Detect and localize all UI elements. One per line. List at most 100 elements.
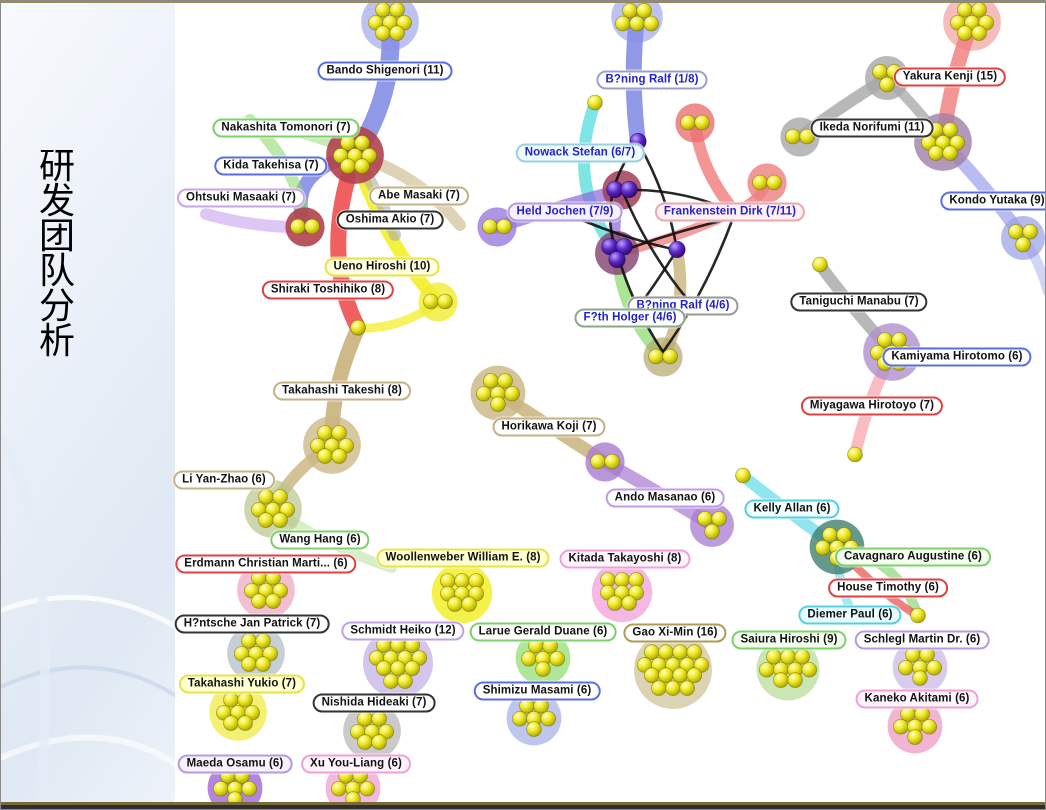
publication-cluster[interactable]	[367, 3, 413, 41]
publication-cluster[interactable]	[680, 114, 710, 131]
publication-cluster[interactable]	[439, 573, 485, 612]
author-label[interactable]: Ueno Hiroshi (10)	[324, 257, 440, 277]
publication-cluster[interactable]	[587, 94, 603, 111]
publication-cluster[interactable]	[216, 692, 261, 731]
author-label[interactable]: Kaneko Akitami (6)	[855, 689, 979, 709]
author-label[interactable]: Gao Xi-Min (16)	[623, 623, 727, 643]
author-label[interactable]: Nakashita Tomonori (7)	[212, 118, 360, 138]
publication-sphere	[255, 633, 271, 649]
author-label[interactable]: Saiura Hiroshi (9)	[731, 630, 847, 650]
author-label[interactable]: Wang Hang (6)	[270, 530, 370, 550]
author-label[interactable]: Frankenstein Dirk (7/11)	[654, 202, 806, 222]
publication-cluster[interactable]	[350, 319, 366, 336]
author-label[interactable]: Xu You-Liang (6)	[301, 754, 411, 774]
author-label[interactable]: Kelly Allan (6)	[744, 499, 840, 519]
author-label[interactable]: House Timothy (6)	[828, 578, 948, 598]
author-label[interactable]: Yakura Kenji (15)	[893, 67, 1007, 87]
publication-cluster[interactable]	[332, 135, 378, 174]
publication-cluster[interactable]	[423, 293, 453, 310]
author-label[interactable]: Nishida Hideaki (7)	[312, 693, 436, 713]
author-label[interactable]: Kitada Takayoshi (8)	[559, 549, 691, 569]
publication-cluster[interactable]	[309, 425, 355, 464]
author-label[interactable]: Oshima Akio (7)	[336, 210, 444, 230]
publication-sphere	[905, 647, 921, 663]
publication-cluster[interactable]	[735, 467, 751, 484]
author-label[interactable]: Ohtsuki Masaaki (7)	[177, 188, 305, 208]
author-label[interactable]: B?ning Ralf (1/8)	[596, 70, 708, 90]
publication-cluster[interactable]	[785, 128, 815, 145]
publication-sphere	[390, 660, 406, 677]
publication-cluster[interactable]	[520, 638, 565, 677]
author-label[interactable]: Diemer Paul (6)	[798, 605, 902, 625]
publication-cluster[interactable]	[847, 446, 863, 463]
publication-sphere	[258, 512, 274, 528]
author-label[interactable]: Kondo Yutaka (9)	[940, 191, 1046, 211]
author-label[interactable]: Woollenweber William E. (8)	[376, 548, 550, 568]
author-label[interactable]: Schlegl Martin Dr. (6)	[854, 630, 990, 650]
author-label[interactable]: Horikawa Koji (7)	[492, 417, 606, 437]
publication-cluster[interactable]	[234, 633, 279, 672]
author-label[interactable]: Held Jochen (7/9)	[507, 202, 623, 222]
publication-cluster[interactable]	[752, 174, 782, 191]
publication-cluster[interactable]	[511, 698, 556, 737]
publication-cluster[interactable]	[920, 122, 965, 161]
publication-cluster[interactable]	[590, 453, 620, 470]
publication-cluster[interactable]	[697, 510, 727, 540]
publication-cluster[interactable]	[244, 570, 289, 609]
publication-sphere	[223, 715, 239, 731]
author-label[interactable]: Schmidt Heiko (12)	[341, 621, 465, 641]
publication-cluster[interactable]	[648, 348, 678, 365]
author-label[interactable]: Shimizu Masami (6)	[473, 681, 601, 701]
author-label[interactable]: Abe Masaki (7)	[369, 186, 469, 206]
author-label[interactable]: Cavagnaro Augustine (6)	[835, 547, 991, 567]
author-label[interactable]: Shiraki Toshihiko (8)	[261, 280, 395, 300]
publication-cluster[interactable]	[368, 637, 428, 689]
publication-cluster[interactable]	[949, 3, 994, 41]
publication-cluster[interactable]	[606, 180, 638, 199]
publication-cluster[interactable]	[290, 218, 320, 235]
author-label[interactable]: Erdmann Christian Marti... (6)	[175, 554, 357, 574]
author-label[interactable]: Kida Takehisa (7)	[214, 156, 328, 176]
publication-cluster[interactable]	[349, 711, 395, 750]
publication-cluster[interactable]	[910, 607, 926, 624]
publication-sphere	[357, 734, 373, 750]
author-label[interactable]: H?ntsche Jan Patrick (7)	[174, 614, 330, 634]
publication-cluster[interactable]	[250, 489, 296, 528]
publication-sphere	[636, 3, 652, 19]
author-label[interactable]: Takahashi Takeshi (8)	[273, 381, 411, 401]
publication-sphere	[650, 680, 667, 696]
author-label[interactable]: Ando Masanao (6)	[605, 488, 725, 508]
publication-cluster[interactable]	[812, 256, 828, 273]
author-label[interactable]: Maeda Osamu (6)	[177, 754, 293, 774]
author-label[interactable]: Taniguchi Manabu (7)	[790, 292, 928, 312]
author-label[interactable]: Nowack Stefan (6/7)	[515, 143, 645, 163]
author-label[interactable]: Miyagawa Hirotoyo (7)	[800, 396, 944, 416]
publication-cluster[interactable]	[482, 218, 512, 235]
network-visualization-canvas[interactable]: Bando Shigenori (11) Nakashita Tomonori (…	[173, 3, 1046, 802]
publication-sphere	[822, 527, 838, 543]
publication-cluster[interactable]	[475, 373, 521, 412]
publication-cluster[interactable]	[601, 238, 633, 269]
author-label[interactable]: Ikeda Norifumi (11)	[810, 118, 934, 138]
publication-cluster[interactable]	[614, 3, 659, 32]
publication-cluster[interactable]	[758, 649, 818, 688]
author-label[interactable]: Kamiyama Hirotomo (6)	[882, 347, 1032, 367]
publication-sphere	[375, 3, 391, 18]
publication-sphere	[389, 3, 405, 18]
author-label[interactable]: Takahashi Yukio (7)	[178, 674, 306, 694]
publication-sphere	[354, 158, 370, 174]
publication-sphere	[900, 706, 916, 722]
slide-bottom-shadow	[0, 805, 1046, 810]
publication-cluster[interactable]	[892, 706, 937, 745]
author-label[interactable]: Bando Shigenori (11)	[317, 61, 453, 81]
author-label[interactable]: Larue Gerald Duane (6)	[469, 622, 617, 642]
publication-cluster[interactable]	[636, 644, 710, 696]
publication-cluster[interactable]	[668, 240, 686, 259]
publication-cluster[interactable]	[599, 572, 644, 611]
publication-sphere	[1008, 223, 1024, 240]
publication-cluster[interactable]	[1008, 223, 1038, 253]
author-label[interactable]: F?th Holger (4/6)	[574, 308, 686, 328]
publication-sphere	[350, 319, 366, 336]
author-label[interactable]: Li Yan-Zhao (6)	[173, 470, 275, 490]
publication-sphere	[535, 661, 551, 677]
